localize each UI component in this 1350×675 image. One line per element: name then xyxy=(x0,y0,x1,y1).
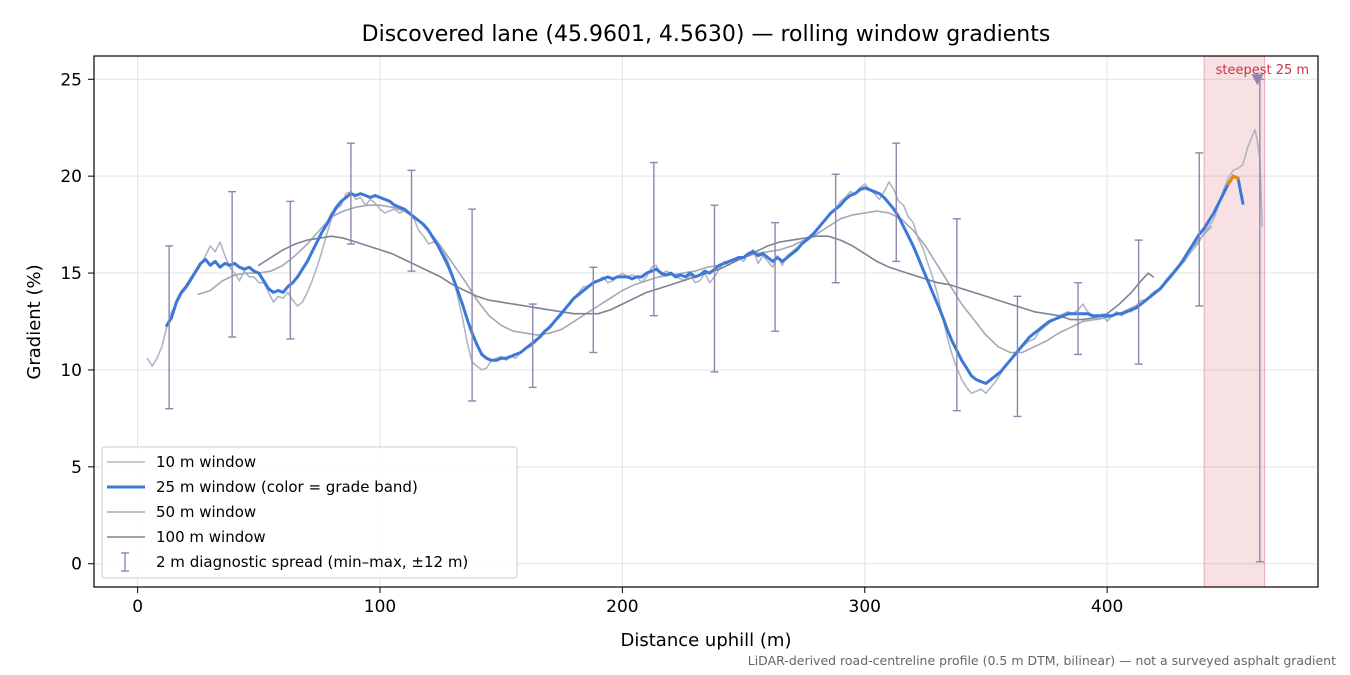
diagnostic-spread-bar xyxy=(952,218,961,412)
series-line-3 xyxy=(197,204,1213,354)
x-tick-label: 100 xyxy=(364,597,396,617)
diagnostic-spread-bar xyxy=(1195,152,1204,307)
diagnostic-spread-bar xyxy=(649,161,658,317)
legend-label: 10 m window xyxy=(156,453,256,471)
legend-entry: 100 m window xyxy=(107,528,266,546)
diagnostic-spread-bar xyxy=(831,173,840,284)
y-tick-label: 0 xyxy=(71,555,82,575)
legend-label: 2 m diagnostic spread (min–max, ±12 m) xyxy=(156,553,468,571)
x-tick-label: 200 xyxy=(606,597,638,617)
y-tick-label: 10 xyxy=(60,361,82,381)
diagnostic-spread-bar xyxy=(346,142,355,245)
y-axis-label: Gradient (%) xyxy=(24,264,45,379)
diagnostic-spread-bar xyxy=(771,221,780,332)
diagnostic-spread-bar xyxy=(892,142,901,263)
legend-label: 25 m window (color = grade band) xyxy=(156,478,418,496)
diagnostic-spread-bar xyxy=(1013,295,1022,418)
y-tick-label: 15 xyxy=(60,264,82,284)
y-tick-label: 25 xyxy=(60,70,82,90)
diagnostic-spread-bar xyxy=(228,190,237,338)
x-tick-label: 300 xyxy=(849,597,881,617)
diagnostic-spread-bar xyxy=(407,169,416,272)
y-tick-label: 5 xyxy=(71,458,82,478)
steepest-label: steepest 25 m xyxy=(1216,63,1309,78)
diagnostic-spread-bar xyxy=(589,266,598,354)
x-tick-label: 0 xyxy=(132,597,143,617)
x-axis-label: Distance uphill (m) xyxy=(621,630,792,651)
steepest-band xyxy=(1203,55,1266,588)
footnote: LiDAR-derived road-centreline profile (0… xyxy=(748,653,1336,668)
x-tick-label: 400 xyxy=(1091,597,1123,617)
legend-entry: 50 m window xyxy=(107,503,256,521)
diagnostic-spread-bar xyxy=(468,208,477,402)
chart-title: Discovered lane (45.9601, 4.5630) — roll… xyxy=(362,22,1051,47)
diagnostic-spread-bar xyxy=(528,303,537,389)
diagnostic-spread-bar xyxy=(1074,282,1083,356)
legend-entry: 25 m window (color = grade band) xyxy=(107,478,418,496)
diagnostic-spread-bar xyxy=(286,200,295,340)
legend: 10 m window 25 m window (color = grade ba… xyxy=(101,446,518,579)
series-highlight-segment xyxy=(1226,174,1240,186)
legend-box xyxy=(101,446,518,579)
y-tick-label: 20 xyxy=(60,167,82,187)
plot-area: steepest 25 m 0 100 200 300 400 0 5 10 15 20 25 xyxy=(60,55,1319,617)
legend-label: 50 m window xyxy=(156,503,256,521)
diagnostic-spread-bar xyxy=(1134,239,1143,365)
series-line-2 xyxy=(165,174,1245,385)
legend-label: 100 m window xyxy=(156,528,266,546)
steepest-marker xyxy=(1251,74,1264,86)
legend-entry: 10 m window xyxy=(107,453,256,471)
diagnostic-spread-bar xyxy=(165,245,174,410)
diagnostic-spread-bar xyxy=(710,204,719,373)
axes-frame xyxy=(93,55,1319,588)
legend-entry: 2 m diagnostic spread (min–max, ±12 m) xyxy=(121,552,468,572)
